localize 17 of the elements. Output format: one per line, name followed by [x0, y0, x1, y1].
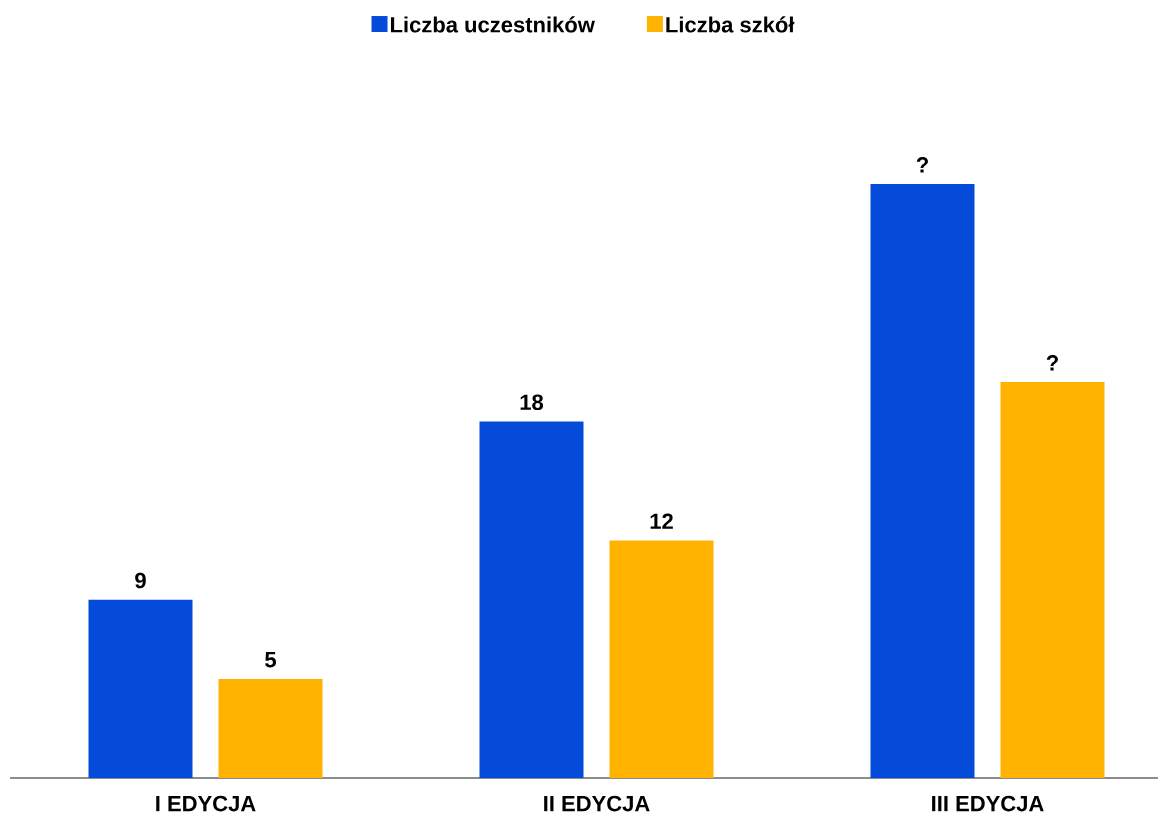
data-label: ?: [916, 157, 928, 173]
bar: [218, 679, 323, 778]
bar: [609, 540, 714, 778]
data-label: ?: [1046, 355, 1058, 371]
bar: [88, 599, 193, 778]
legend-label: Liczba uczestników: [390, 16, 595, 33]
x-tick-label: II EDYCJA: [544, 795, 650, 812]
x-tick-label: I EDYCJA: [156, 795, 256, 812]
data-label: 9: [135, 572, 146, 589]
data-label: 18: [520, 394, 544, 411]
legend-label: Liczba szkół: [666, 16, 795, 33]
bar: [479, 421, 584, 778]
data-label: 12: [650, 513, 673, 529]
bar: [870, 184, 975, 778]
bar: [1000, 382, 1105, 778]
data-label: 5: [265, 652, 276, 668]
x-tick-label: III EDYCJA: [932, 795, 1044, 812]
